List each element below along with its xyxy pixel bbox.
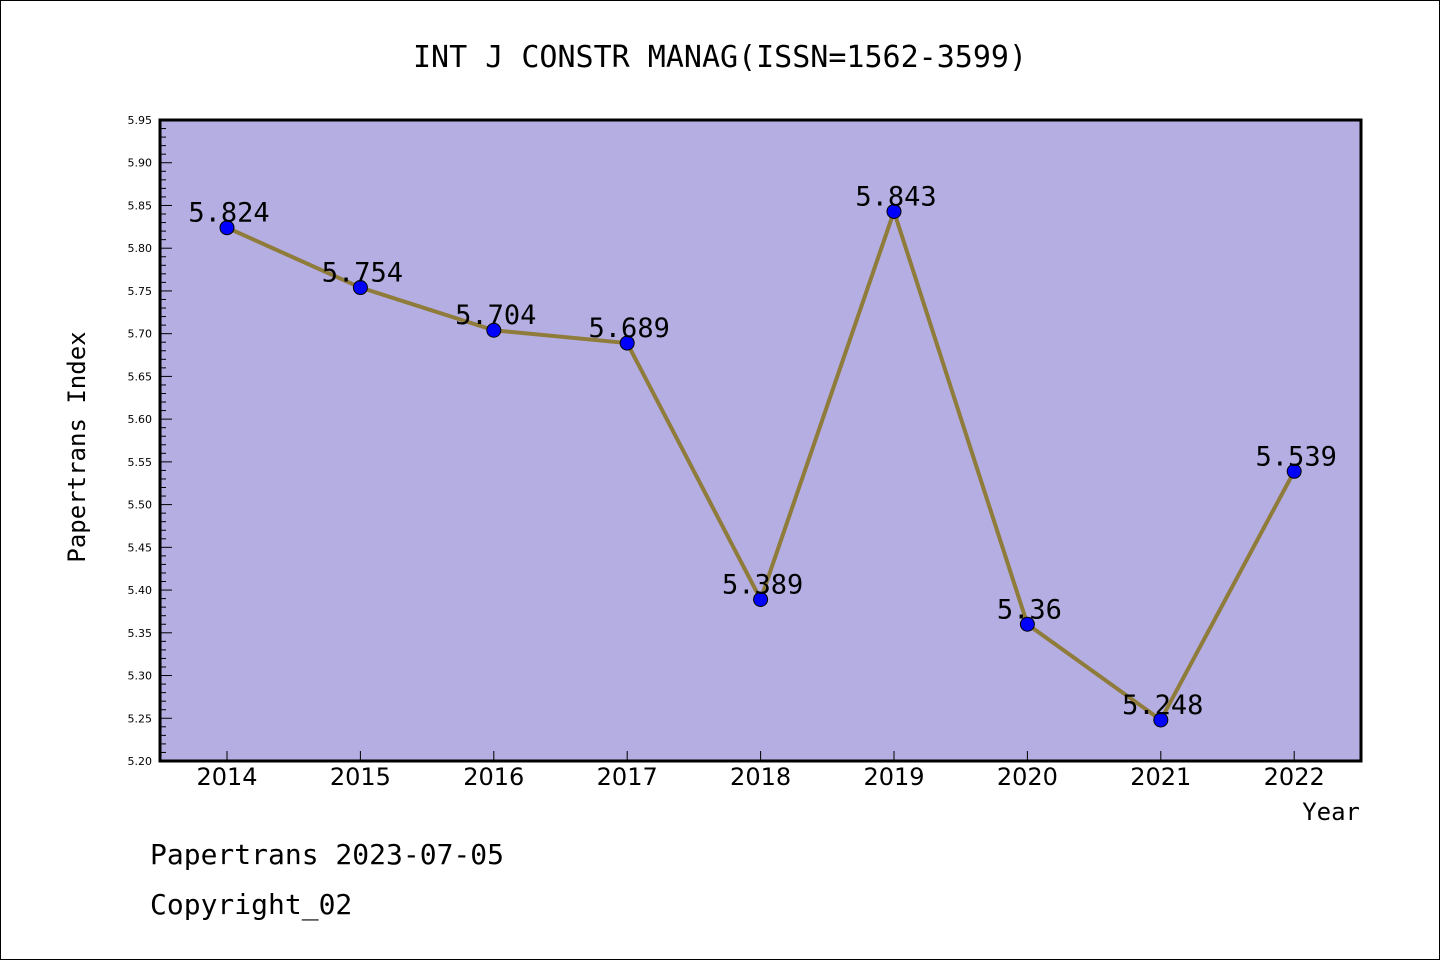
data-label: 5.36 — [997, 594, 1062, 625]
data-label: 5.389 — [722, 569, 803, 600]
x-tick-label: 2021 — [1130, 763, 1191, 791]
data-label: 5.754 — [322, 258, 403, 289]
x-tick-label: 2016 — [463, 763, 524, 791]
x-tick-label: 2022 — [1264, 763, 1325, 791]
y-tick-label: 5.60 — [128, 413, 153, 426]
y-tick-label: 5.20 — [128, 755, 153, 768]
data-point — [753, 591, 769, 607]
y-tick-label: 5.95 — [128, 114, 153, 127]
series-markers — [219, 203, 1302, 728]
y-tick-label: 5.45 — [128, 541, 153, 554]
y-tick-label: 5.75 — [128, 285, 153, 298]
data-point — [1019, 616, 1035, 632]
data-label: 5.704 — [455, 300, 536, 331]
x-tick-label: 2018 — [730, 763, 791, 791]
data-point — [219, 220, 235, 236]
y-tick-label: 5.55 — [128, 456, 153, 469]
data-point — [886, 203, 902, 219]
footer-copyright: Copyright_02 — [150, 888, 352, 922]
x-axis: 2014 2015 2016 2017 2018 2019 2020 2021 2022 — [196, 751, 1325, 791]
data-labels: 5.824 5.754 5.704 5.689 5.389 5.843 5.36 5.248 5… — [188, 181, 1336, 721]
data-label: 5.689 — [589, 313, 670, 344]
x-tick-label: 2014 — [196, 763, 257, 791]
data-point — [352, 280, 368, 296]
data-label: 5.843 — [855, 181, 936, 212]
y-tick-label: 5.80 — [128, 242, 153, 255]
y-tick-label: 5.90 — [128, 157, 153, 170]
y-tick-label: 5.30 — [128, 670, 153, 683]
data-point — [486, 322, 502, 338]
y-tick-label: 5.70 — [128, 328, 153, 341]
chart-title: INT J CONSTR MANAG(ISSN=1562-3599) — [413, 40, 1027, 75]
y-tick-label: 5.85 — [128, 199, 153, 212]
y-axis: 5.20 5.25 5.30 5.35 5.40 5.45 5.50 5.55 5.60 5.65… — [128, 114, 172, 768]
data-label: 5.248 — [1122, 690, 1203, 721]
data-label: 5.539 — [1256, 441, 1337, 472]
y-tick-label: 5.35 — [128, 627, 153, 640]
y-tick-label: 5.25 — [128, 712, 153, 725]
plot-area — [158, 118, 1363, 763]
y-tick-label: 5.40 — [128, 584, 153, 597]
data-point — [1153, 712, 1169, 728]
x-tick-label: 2017 — [597, 763, 658, 791]
data-point — [1286, 463, 1302, 479]
y-tick-label: 5.65 — [128, 370, 153, 383]
x-tick-label: 2019 — [863, 763, 924, 791]
data-label: 5.824 — [188, 198, 269, 229]
x-axis-label: Year — [1302, 798, 1360, 826]
x-tick-label: 2015 — [330, 763, 391, 791]
y-tick-label: 5.50 — [128, 499, 153, 512]
data-point — [619, 335, 635, 351]
y-axis-label: Papertrans Index — [63, 331, 91, 562]
x-tick-label: 2020 — [997, 763, 1058, 791]
footer-date: Papertrans 2023-07-05 — [150, 838, 504, 871]
